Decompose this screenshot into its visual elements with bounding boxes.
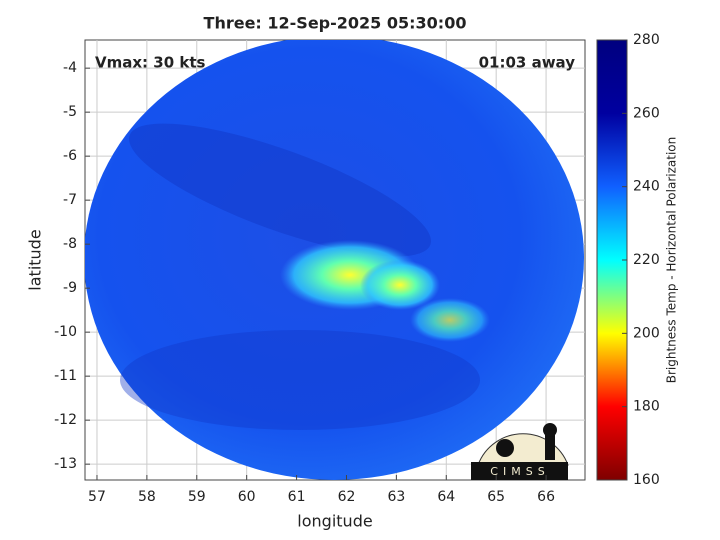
y-tick-label: -7 — [63, 192, 77, 208]
x-tick-label: 64 — [437, 489, 455, 505]
x-tick-label: 61 — [288, 489, 306, 505]
annotation: Vmax: 30 kts — [95, 54, 205, 72]
x-tick-label: 58 — [138, 489, 156, 505]
x-tick-label: 57 — [88, 489, 106, 505]
y-tick-label: -11 — [54, 368, 77, 384]
warm-area — [410, 298, 490, 342]
satellite-image — [85, 40, 584, 480]
colorbar-tick-label: 180 — [633, 399, 660, 415]
y-tick-label: -5 — [63, 104, 77, 120]
y-tick-label: -9 — [63, 280, 77, 296]
x-tick-label: 63 — [387, 489, 405, 505]
y-tick-label: -12 — [54, 412, 77, 428]
annotation: 01:03 away — [479, 54, 576, 72]
y-axis-label: latitude — [26, 229, 45, 290]
cold-band — [120, 330, 480, 430]
x-tick-label: 66 — [537, 489, 555, 505]
colorbar-tick-label: 240 — [633, 179, 660, 195]
logo: CIMSS — [471, 423, 569, 480]
x-tick-label: 65 — [487, 489, 505, 505]
chart-title: Three: 12-Sep-2025 05:30:00 — [204, 14, 467, 33]
colorbar-tick-label: 260 — [633, 105, 660, 121]
warm-area — [360, 260, 440, 310]
x-axis-label: longitude — [297, 512, 372, 531]
colorbar-label: Brightness Temp - Horizontal Polarizatio… — [665, 137, 679, 384]
y-tick-label: -6 — [63, 148, 77, 164]
x-tick-label: 60 — [238, 489, 256, 505]
colorbar-tick-label: 220 — [633, 252, 660, 268]
y-tick-label: -8 — [63, 236, 77, 252]
colorbar-tick-label: 280 — [633, 32, 660, 48]
colorbar-tick-label: 160 — [633, 472, 660, 488]
logo-text: CIMSS — [490, 465, 549, 478]
x-tick-label: 62 — [338, 489, 356, 505]
x-tick-label: 59 — [188, 489, 206, 505]
colorbar-tick-label: 200 — [633, 325, 660, 341]
cold-band — [129, 123, 431, 257]
y-tick-label: -13 — [54, 456, 77, 472]
y-tick-label: -4 — [63, 60, 77, 76]
y-tick-label: -10 — [54, 324, 77, 340]
